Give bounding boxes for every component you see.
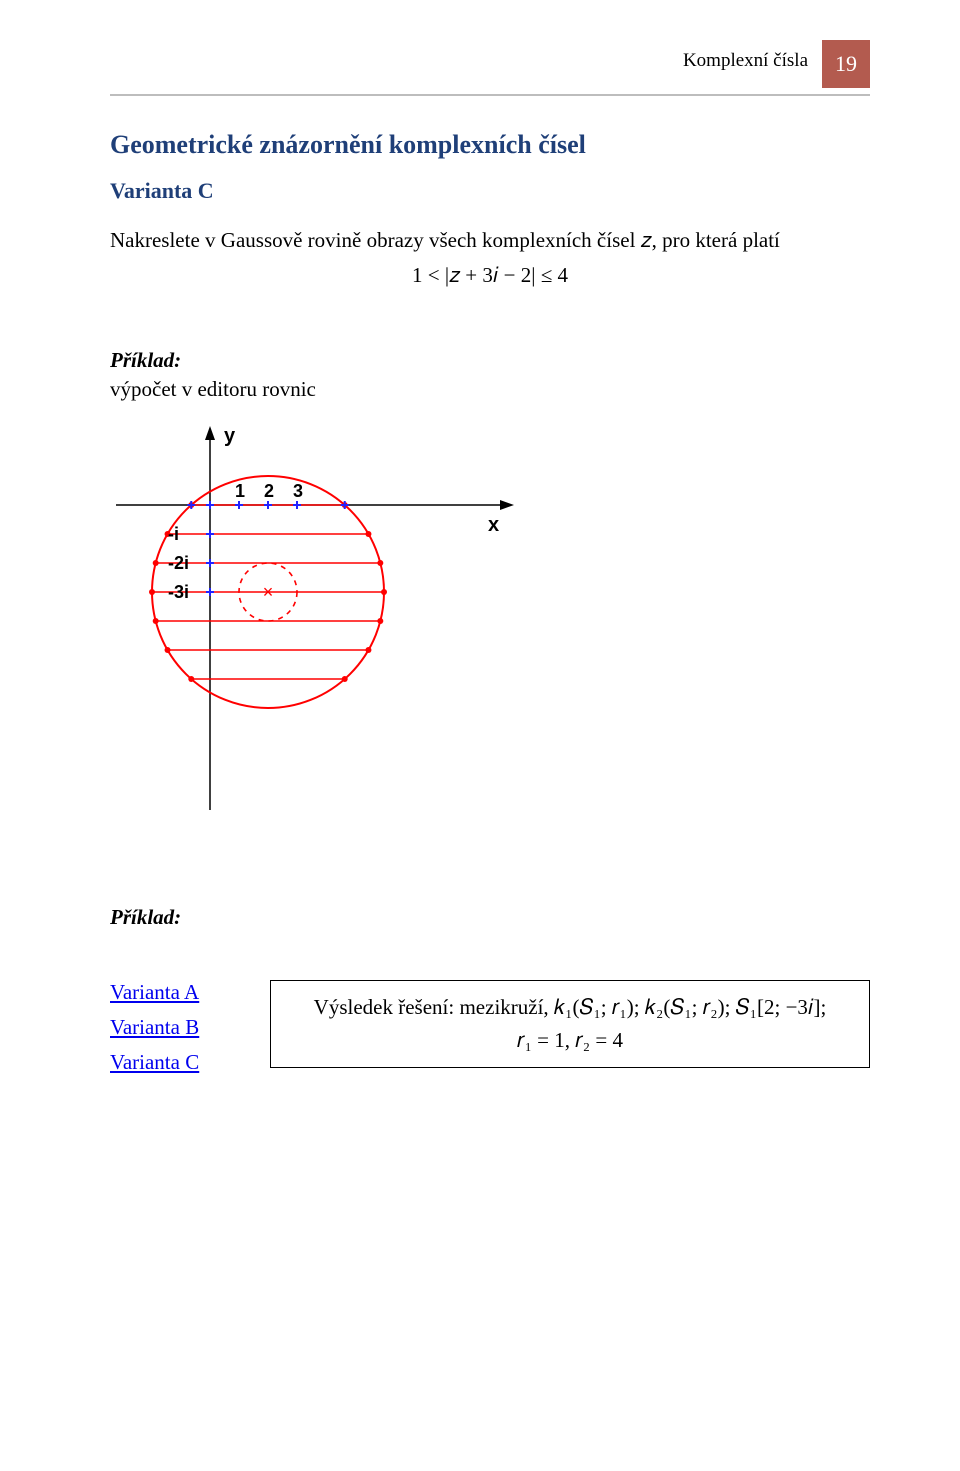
svg-text:-3i: -3i <box>168 582 189 602</box>
page-title: Geometrické znázornění komplexních čísel <box>110 130 870 160</box>
header-row: Komplexní čísla 19 <box>110 40 870 88</box>
example-sub: výpočet v editoru rovnic <box>110 377 870 402</box>
result-line-2: 𝑟₁ = 1, 𝑟₂ = 4 <box>289 1028 851 1053</box>
figure: yx×123-i-2i-3i <box>110 420 870 825</box>
example-label-2: Příklad: <box>110 905 870 930</box>
gauss-plane-svg: yx×123-i-2i-3i <box>110 420 520 820</box>
task-line: Nakreslete v Gaussově rovině obrazy všec… <box>110 228 870 253</box>
page-number-badge: 19 <box>822 40 870 88</box>
result-line-1: Výsledek řešení: mezikruží, 𝑘₁(𝑆₁; 𝑟₁); … <box>289 995 851 1020</box>
svg-text:1: 1 <box>235 481 245 501</box>
link-varianta-a[interactable]: Varianta A <box>110 980 260 1005</box>
svg-text:3: 3 <box>293 481 303 501</box>
variant-subtitle: Varianta C <box>110 178 870 204</box>
bottom-row: Varianta A Varianta B Varianta C Výslede… <box>110 980 870 1085</box>
svg-text:-2i: -2i <box>168 553 189 573</box>
variant-links: Varianta A Varianta B Varianta C <box>110 980 260 1085</box>
page: Komplexní čísla 19 Geometrické znázorněn… <box>0 0 960 1471</box>
svg-text:-i: -i <box>168 524 179 544</box>
svg-text:x: x <box>488 514 499 536</box>
svg-text:y: y <box>224 425 236 447</box>
header-rule <box>110 94 870 96</box>
example-label: Příklad: <box>110 348 870 373</box>
result-box: Výsledek řešení: mezikruží, 𝑘₁(𝑆₁; 𝑟₁); … <box>270 980 870 1068</box>
inequality: 1 < |𝑧 + 3𝑖 − 2| ≤ 4 <box>110 263 870 288</box>
header-label: Komplexní čísla <box>683 40 808 72</box>
link-varianta-b[interactable]: Varianta B <box>110 1015 260 1040</box>
svg-text:2: 2 <box>264 481 274 501</box>
link-varianta-c[interactable]: Varianta C <box>110 1050 260 1075</box>
